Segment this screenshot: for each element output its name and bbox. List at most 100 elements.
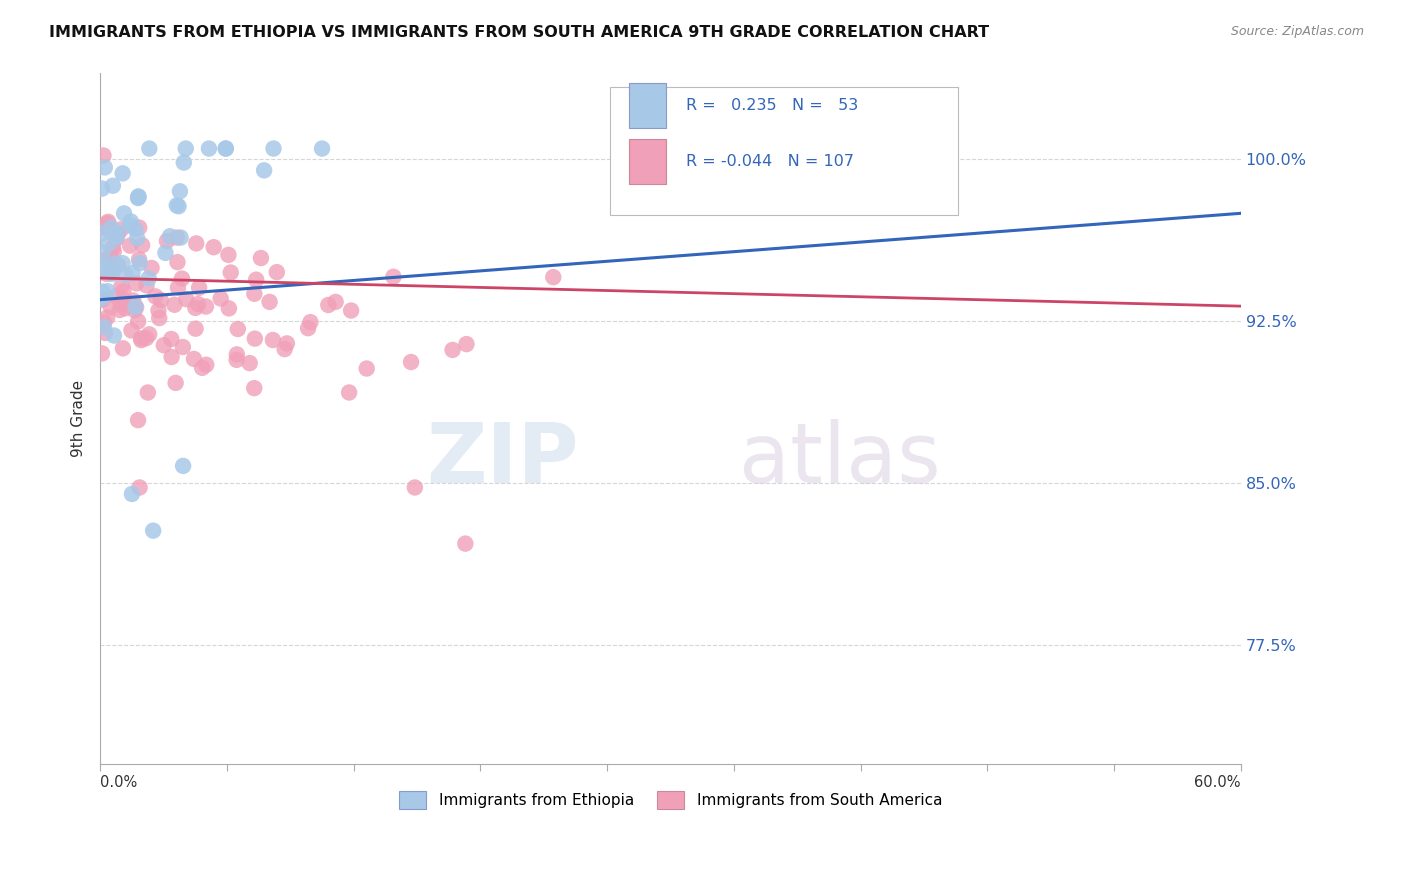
Point xyxy=(128,252,150,267)
Point xyxy=(184,301,207,315)
Point xyxy=(112,285,135,299)
Point xyxy=(138,271,160,285)
Point xyxy=(155,245,177,260)
Point xyxy=(93,148,115,162)
Point xyxy=(97,221,120,235)
Point xyxy=(124,303,146,318)
Point xyxy=(91,285,114,299)
Point xyxy=(111,166,134,180)
Point xyxy=(105,232,128,246)
Point xyxy=(112,206,135,220)
Point xyxy=(188,281,211,295)
Point xyxy=(91,346,114,360)
Point xyxy=(91,293,114,307)
Point xyxy=(163,298,186,312)
Point xyxy=(218,301,240,316)
Text: R = -0.044   N = 107: R = -0.044 N = 107 xyxy=(686,153,855,169)
Point xyxy=(219,266,242,280)
Point xyxy=(273,342,295,356)
Point xyxy=(173,155,195,169)
Point xyxy=(124,300,146,314)
Point xyxy=(169,184,191,198)
Point xyxy=(97,236,120,251)
Point xyxy=(91,226,114,240)
Point xyxy=(94,253,117,268)
Point xyxy=(225,347,247,361)
Point xyxy=(148,303,170,318)
Point xyxy=(184,321,207,335)
FancyBboxPatch shape xyxy=(610,87,957,215)
FancyBboxPatch shape xyxy=(630,138,666,184)
Point xyxy=(198,142,221,156)
Point xyxy=(141,260,163,275)
Point xyxy=(125,277,148,291)
Point xyxy=(250,251,273,265)
Point xyxy=(135,331,157,345)
Point xyxy=(120,323,142,337)
Point xyxy=(382,269,405,284)
Point xyxy=(543,270,565,285)
Point xyxy=(226,322,249,336)
Text: 0.0%: 0.0% xyxy=(100,774,138,789)
Point xyxy=(96,216,118,230)
Text: 60.0%: 60.0% xyxy=(1194,774,1240,789)
Point xyxy=(195,358,218,372)
Text: atlas: atlas xyxy=(740,419,941,500)
Point xyxy=(107,258,129,272)
Point xyxy=(94,262,117,277)
Point xyxy=(104,289,127,303)
Point xyxy=(215,142,238,156)
Point xyxy=(96,267,118,281)
Point xyxy=(94,326,117,340)
Point xyxy=(209,292,232,306)
Point xyxy=(337,385,360,400)
Point xyxy=(105,230,128,244)
Point xyxy=(441,343,464,357)
Point xyxy=(91,245,114,260)
Point xyxy=(121,266,143,280)
Point xyxy=(118,219,141,233)
Point xyxy=(142,524,165,538)
Point xyxy=(245,273,267,287)
Point xyxy=(128,481,150,495)
Point xyxy=(91,181,114,195)
Point xyxy=(131,238,153,252)
Point xyxy=(124,222,146,236)
Point xyxy=(138,327,160,342)
Point xyxy=(156,234,179,248)
Point xyxy=(243,332,266,346)
Point xyxy=(129,331,152,345)
Point xyxy=(127,191,149,205)
Point xyxy=(129,333,152,347)
Point xyxy=(128,220,150,235)
Point xyxy=(127,314,149,328)
Point xyxy=(110,279,132,293)
Point xyxy=(114,268,136,282)
Point xyxy=(253,163,276,178)
Point xyxy=(96,310,118,325)
Text: Source: ZipAtlas.com: Source: ZipAtlas.com xyxy=(1230,25,1364,38)
Point xyxy=(340,303,363,318)
Point xyxy=(160,350,183,364)
Point xyxy=(183,351,205,366)
Point xyxy=(160,332,183,346)
Point xyxy=(174,142,197,156)
Point xyxy=(297,321,319,335)
Point xyxy=(187,297,209,311)
Point xyxy=(138,142,160,156)
Point xyxy=(97,215,120,229)
Point xyxy=(108,303,131,318)
Point xyxy=(159,229,181,244)
Point xyxy=(174,292,197,306)
Point xyxy=(399,355,422,369)
Point xyxy=(202,240,225,254)
Point xyxy=(127,231,149,245)
Point xyxy=(169,230,191,244)
Legend: Immigrants from Ethiopia, Immigrants from South America: Immigrants from Ethiopia, Immigrants fro… xyxy=(392,785,948,815)
Point xyxy=(91,291,114,305)
Point xyxy=(191,360,214,375)
Point xyxy=(167,199,190,213)
Point xyxy=(114,301,136,316)
Point xyxy=(217,248,239,262)
Point xyxy=(110,296,132,310)
